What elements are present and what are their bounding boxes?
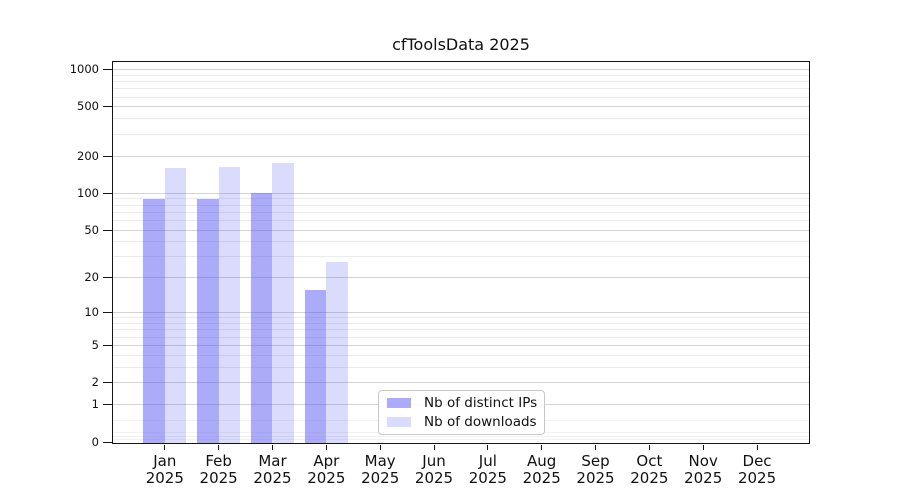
- major-gridline: [113, 312, 809, 314]
- major-gridline: [113, 277, 809, 279]
- y-tick-label: 0: [91, 434, 99, 449]
- x-tick-label: May 2025: [361, 452, 400, 487]
- x-tick-mark: [218, 445, 220, 450]
- bar: [304, 290, 327, 443]
- bar: [197, 199, 219, 443]
- minor-gridline: [113, 81, 809, 83]
- legend-swatch: [387, 417, 411, 428]
- minor-gridline: [113, 133, 809, 135]
- minor-gridline: [113, 438, 809, 440]
- y-tick-label: 100: [77, 185, 99, 200]
- x-tick-mark: [487, 445, 489, 450]
- major-gridline: [113, 382, 809, 384]
- major-gridline: [113, 229, 809, 231]
- minor-gridline: [113, 74, 809, 76]
- y-tick-mark: [103, 155, 112, 157]
- y-tick-mark: [103, 441, 112, 443]
- x-tick-label: Dec 2025: [737, 452, 777, 487]
- major-gridline: [113, 69, 809, 71]
- major-gridline: [113, 155, 809, 157]
- legend-label: Nb of downloads: [424, 414, 537, 431]
- legend: Nb of distinct IPs Nb of downloads: [378, 390, 545, 435]
- y-tick-label: 10: [84, 305, 99, 320]
- y-tick-mark: [103, 69, 112, 71]
- minor-gridline: [113, 198, 809, 200]
- y-tick-label: 20: [84, 270, 99, 285]
- y-tick-mark: [103, 106, 112, 108]
- major-gridline: [113, 106, 809, 108]
- y-tick-label: 1: [91, 397, 99, 412]
- x-tick-label: Nov 2025: [684, 452, 723, 487]
- x-tick-mark: [595, 445, 597, 450]
- x-tick-label: Sep 2025: [576, 452, 615, 487]
- minor-gridline: [113, 354, 809, 356]
- y-tick-mark: [103, 344, 112, 346]
- x-tick-label: Feb 2025: [199, 452, 238, 487]
- legend-item: Nb of distinct IPs: [379, 395, 544, 411]
- x-tick-label: Jun 2025: [414, 452, 454, 487]
- minor-gridline: [113, 118, 809, 120]
- minor-gridline: [113, 96, 809, 98]
- minor-gridline: [113, 241, 809, 243]
- x-tick-mark: [325, 445, 327, 450]
- chart-title: cfToolsData 2025: [392, 35, 530, 54]
- y-tick-mark: [103, 192, 112, 194]
- bar: [218, 167, 241, 443]
- minor-gridline: [113, 256, 809, 258]
- major-gridline: [113, 344, 809, 346]
- x-tick-mark: [648, 445, 650, 450]
- minor-gridline: [113, 204, 809, 206]
- bar: [272, 163, 294, 443]
- x-tick-label: Oct 2025: [630, 452, 669, 487]
- minor-gridline: [113, 219, 809, 221]
- y-tick-label: 1000: [69, 62, 99, 77]
- y-tick-label: 200: [77, 148, 99, 163]
- x-tick-mark: [271, 445, 273, 450]
- bar: [326, 261, 348, 443]
- bar: [143, 199, 165, 443]
- x-tick-mark: [379, 445, 381, 450]
- minor-gridline: [113, 329, 809, 331]
- minor-gridline: [113, 211, 809, 213]
- x-tick-label: Mar 2025: [253, 452, 292, 487]
- x-tick-mark: [433, 445, 435, 450]
- bar: [164, 168, 187, 443]
- x-tick-mark: [164, 445, 166, 450]
- y-tick-mark: [103, 277, 112, 279]
- x-tick-label: Aug 2025: [522, 452, 561, 487]
- minor-gridline: [113, 336, 809, 338]
- y-tick-mark: [103, 229, 112, 231]
- minor-gridline: [113, 317, 809, 319]
- plot-area: Nb of distinct IPs Nb of downloads 0 1 2 5 10…: [70, 61, 810, 486]
- minor-gridline: [113, 323, 809, 325]
- y-tick-mark: [103, 382, 112, 384]
- bar: [250, 193, 273, 443]
- y-tick-label: 2: [91, 375, 99, 390]
- y-tick-label: 50: [84, 222, 99, 237]
- legend-swatch: [387, 397, 411, 408]
- x-tick-mark: [702, 445, 704, 450]
- x-tick-label: Apr 2025: [307, 452, 346, 487]
- minor-gridline: [113, 88, 809, 90]
- legend-label: Nb of distinct IPs: [424, 394, 538, 411]
- y-tick-mark: [103, 312, 112, 314]
- x-tick-label: Jul 2025: [468, 452, 507, 487]
- y-tick-label: 500: [77, 99, 99, 114]
- minor-gridline: [113, 366, 809, 368]
- minor-gridline: [113, 436, 809, 438]
- legend-item: Nb of downloads: [379, 414, 544, 430]
- major-gridline: [113, 192, 809, 194]
- y-tick-mark: [103, 404, 112, 406]
- x-tick-mark: [541, 445, 543, 450]
- x-tick-label: Jan 2025: [145, 452, 184, 487]
- x-tick-mark: [756, 445, 758, 450]
- y-tick-label: 5: [91, 337, 99, 352]
